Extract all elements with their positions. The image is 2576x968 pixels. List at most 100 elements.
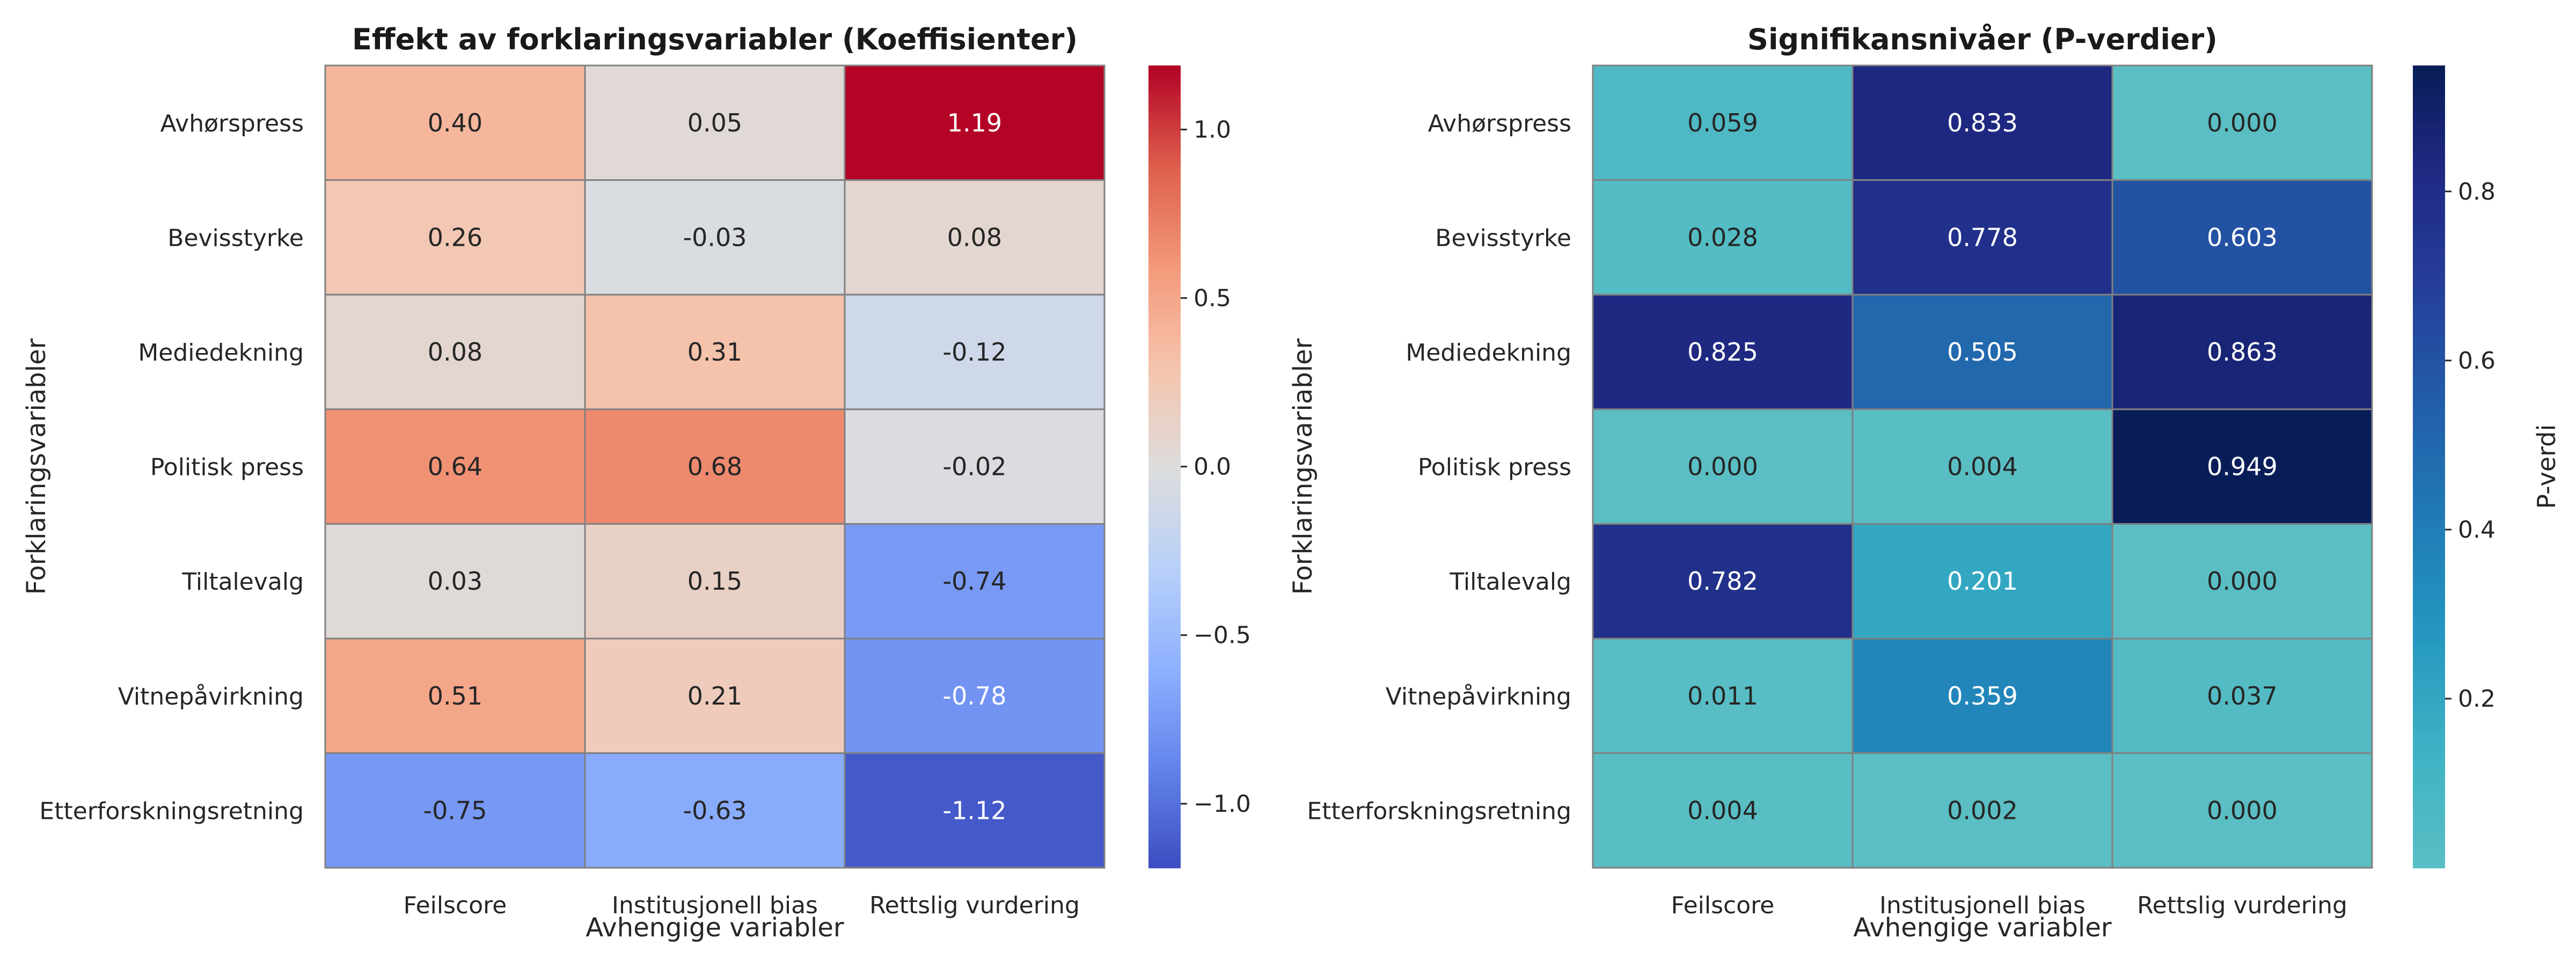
colorbar-segment bbox=[2413, 456, 2445, 463]
cell-value-label: 0.059 bbox=[1687, 108, 1758, 137]
colorbar-segment bbox=[1148, 727, 1181, 733]
colorbar-segment bbox=[2413, 657, 2445, 663]
cell-value-label: 0.000 bbox=[2207, 796, 2278, 825]
colorbar-segment bbox=[2413, 567, 2445, 573]
colorbar-tick-label: 0.6 bbox=[2458, 347, 2496, 375]
colorbar-segment bbox=[1148, 466, 1181, 472]
colorbar-segment bbox=[1148, 331, 1181, 337]
colorbar-segment bbox=[1148, 532, 1181, 538]
colorbar-segment bbox=[1148, 687, 1181, 693]
cell-value-label: -1.12 bbox=[942, 796, 1006, 825]
colorbar-segment bbox=[1148, 777, 1181, 783]
colorbar-segment bbox=[2413, 532, 2445, 538]
colorbar-segment bbox=[2413, 206, 2445, 212]
colorbar-segment bbox=[2413, 195, 2445, 202]
colorbar-segment bbox=[1148, 808, 1181, 813]
colorbar-segment bbox=[1148, 145, 1181, 151]
colorbar-segment bbox=[2413, 271, 2445, 277]
colorbar-segment bbox=[1148, 65, 1181, 71]
y-tick-label: Bevisstyrke bbox=[167, 224, 304, 252]
colorbar-segment bbox=[1148, 762, 1181, 768]
y-tick-label: Mediedekning bbox=[1406, 339, 1571, 366]
colorbar-segment bbox=[1148, 862, 1181, 869]
colorbar-segment bbox=[2413, 727, 2445, 733]
heatmap-cell bbox=[324, 752, 586, 869]
colorbar-segment bbox=[1148, 351, 1181, 357]
colorbar-segment bbox=[1148, 662, 1181, 668]
cell-value-label: 0.26 bbox=[428, 223, 482, 252]
heatmap-cell bbox=[324, 64, 586, 181]
y-tick-label: Vitnepåvirkning bbox=[118, 683, 304, 710]
colorbar-segment bbox=[1148, 802, 1181, 809]
colorbar-segment bbox=[2413, 156, 2445, 162]
colorbar-segment bbox=[1148, 266, 1181, 272]
colorbar-segment bbox=[2413, 80, 2445, 86]
colorbar-segment bbox=[2413, 838, 2445, 844]
colorbar-segment bbox=[2413, 186, 2445, 192]
colorbar-segment bbox=[1148, 637, 1181, 643]
cell-value-label: 0.201 bbox=[1947, 567, 2018, 596]
colorbar-segment bbox=[1148, 597, 1181, 603]
heatmap-cell bbox=[844, 64, 1106, 181]
colorbar-segment bbox=[1148, 211, 1181, 217]
colorbar-segment bbox=[2413, 582, 2445, 588]
colorbar-segment bbox=[2413, 241, 2445, 247]
cell-value-label: 0.21 bbox=[687, 681, 742, 710]
colorbar-segment bbox=[2413, 632, 2445, 638]
colorbar-segment bbox=[2413, 652, 2445, 658]
colorbar-segment bbox=[2413, 436, 2445, 442]
colorbar-segment bbox=[1148, 697, 1181, 703]
colorbar-segment bbox=[2413, 130, 2445, 136]
colorbar-segment bbox=[2413, 466, 2445, 472]
colorbar-segment bbox=[1148, 541, 1181, 548]
colorbar-segment bbox=[2413, 111, 2445, 116]
colorbar-segment bbox=[2413, 306, 2445, 312]
colorbar-segment bbox=[2413, 381, 2445, 387]
heatmap-cell bbox=[2111, 179, 2373, 296]
colorbar-segment bbox=[2413, 150, 2445, 157]
colorbar-segment bbox=[2413, 251, 2445, 257]
colorbar-segment bbox=[2413, 857, 2445, 863]
colorbar-segment bbox=[2413, 541, 2445, 548]
colorbar-segment bbox=[2413, 216, 2445, 222]
cell-value-label: 0.603 bbox=[2207, 223, 2278, 252]
colorbar-segment bbox=[2413, 522, 2445, 527]
colorbar-segment bbox=[2413, 341, 2445, 347]
colorbar-segment bbox=[1148, 757, 1181, 763]
colorbar-segment bbox=[2413, 105, 2445, 112]
cell-value-label: -0.03 bbox=[683, 223, 747, 252]
colorbar-segment bbox=[1148, 286, 1181, 292]
colorbar-segment bbox=[2413, 717, 2445, 723]
colorbar: −1.0 −0.5 0.0 0.5 1.0 bbox=[1148, 65, 1251, 869]
heatmap-cell bbox=[1592, 752, 1854, 869]
colorbar-segment bbox=[1148, 246, 1181, 252]
colorbar-segment bbox=[2413, 126, 2445, 131]
colorbar-segment bbox=[2413, 371, 2445, 377]
colorbar-segment bbox=[1148, 586, 1181, 593]
colorbar-segment bbox=[1148, 396, 1181, 402]
colorbar-segment bbox=[1148, 722, 1181, 728]
colorbar-segment bbox=[2413, 65, 2445, 71]
x-axis-label: Avhengige variabler bbox=[586, 913, 844, 943]
heatmap-cell bbox=[324, 179, 586, 296]
colorbar-segment bbox=[1148, 371, 1181, 377]
colorbar-segment bbox=[1148, 126, 1181, 131]
colorbar-segment bbox=[2413, 165, 2445, 172]
colorbar-segment bbox=[1148, 526, 1181, 533]
colorbar-tick-label: 1.0 bbox=[1194, 116, 1231, 143]
colorbar-segment bbox=[1148, 376, 1181, 382]
x-tick-label: Feilscore bbox=[404, 892, 507, 919]
heatmap-cell bbox=[844, 179, 1106, 296]
colorbar-segment bbox=[2413, 742, 2445, 748]
colorbar-segment bbox=[2413, 682, 2445, 688]
colorbar-segment bbox=[1148, 381, 1181, 387]
colorbar-segment bbox=[1148, 492, 1181, 497]
colorbar-segment bbox=[2413, 732, 2445, 738]
colorbar-segment bbox=[2413, 85, 2445, 91]
colorbar-segment bbox=[1148, 456, 1181, 463]
colorbar-segment bbox=[1148, 226, 1181, 232]
colorbar-segment bbox=[1148, 657, 1181, 663]
colorbar-segment bbox=[1148, 567, 1181, 573]
colorbar-segment bbox=[2413, 511, 2445, 518]
colorbar-segment bbox=[2413, 90, 2445, 97]
